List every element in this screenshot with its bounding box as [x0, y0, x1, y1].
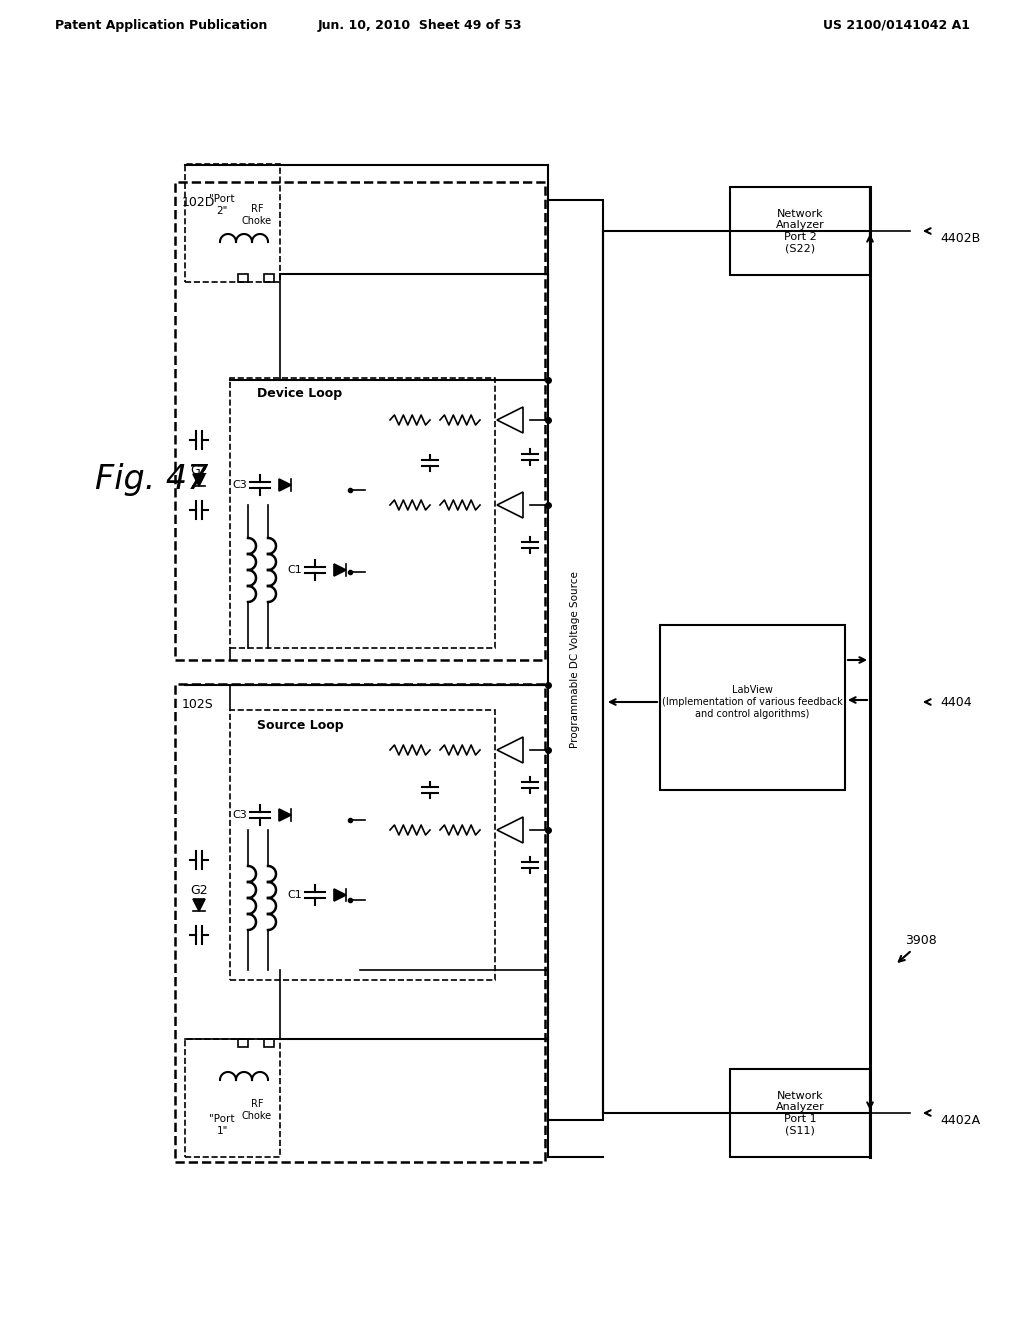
- Text: RF
Choke: RF Choke: [242, 205, 272, 226]
- Bar: [548, 201, 603, 1119]
- Polygon shape: [193, 474, 205, 486]
- Text: Network
Analyzer
Port 1
(S11): Network Analyzer Port 1 (S11): [775, 1090, 824, 1135]
- Text: Network
Analyzer
Port 2
(S22): Network Analyzer Port 2 (S22): [775, 209, 824, 253]
- Text: US 2100/0141042 A1: US 2100/0141042 A1: [823, 18, 970, 32]
- Text: C1: C1: [288, 565, 302, 576]
- Bar: [264, 1039, 274, 1047]
- Bar: [730, 1069, 870, 1158]
- Bar: [238, 1039, 248, 1047]
- Bar: [264, 275, 274, 282]
- Bar: [230, 710, 495, 979]
- Text: 3908: 3908: [905, 933, 937, 946]
- Text: RF
Choke: RF Choke: [242, 1100, 272, 1121]
- Text: G2: G2: [190, 463, 208, 477]
- Text: C1: C1: [288, 890, 302, 900]
- Text: "Port
2": "Port 2": [209, 194, 234, 215]
- Text: Device Loop: Device Loop: [257, 388, 343, 400]
- Text: 4402A: 4402A: [940, 1114, 980, 1126]
- Text: G2: G2: [190, 883, 208, 896]
- Text: 102S: 102S: [182, 698, 214, 711]
- Text: 102D: 102D: [182, 195, 215, 209]
- Text: Source Loop: Source Loop: [257, 718, 343, 731]
- Bar: [185, 1039, 280, 1158]
- Text: Patent Application Publication: Patent Application Publication: [55, 18, 267, 32]
- Text: LabView
(Implementation of various feedback
and control algorithms): LabView (Implementation of various feedb…: [662, 685, 843, 718]
- Bar: [175, 684, 545, 1162]
- Bar: [730, 187, 870, 275]
- Bar: [660, 624, 845, 789]
- Text: C3: C3: [232, 480, 247, 490]
- Polygon shape: [193, 899, 205, 911]
- Bar: [238, 275, 248, 282]
- Bar: [175, 182, 545, 660]
- Text: C3: C3: [232, 810, 247, 820]
- Bar: [185, 164, 280, 282]
- Text: Fig. 47: Fig. 47: [95, 463, 208, 496]
- Bar: [230, 378, 495, 648]
- Text: Jun. 10, 2010  Sheet 49 of 53: Jun. 10, 2010 Sheet 49 of 53: [317, 18, 522, 32]
- Text: 4404: 4404: [940, 696, 972, 709]
- Text: 4402B: 4402B: [940, 231, 980, 244]
- Polygon shape: [279, 479, 291, 491]
- Polygon shape: [334, 888, 346, 902]
- Polygon shape: [334, 564, 346, 576]
- Text: Programmable DC Voltage Source: Programmable DC Voltage Source: [570, 572, 580, 748]
- Text: "Port
1": "Port 1": [209, 1114, 234, 1135]
- Polygon shape: [279, 809, 291, 821]
